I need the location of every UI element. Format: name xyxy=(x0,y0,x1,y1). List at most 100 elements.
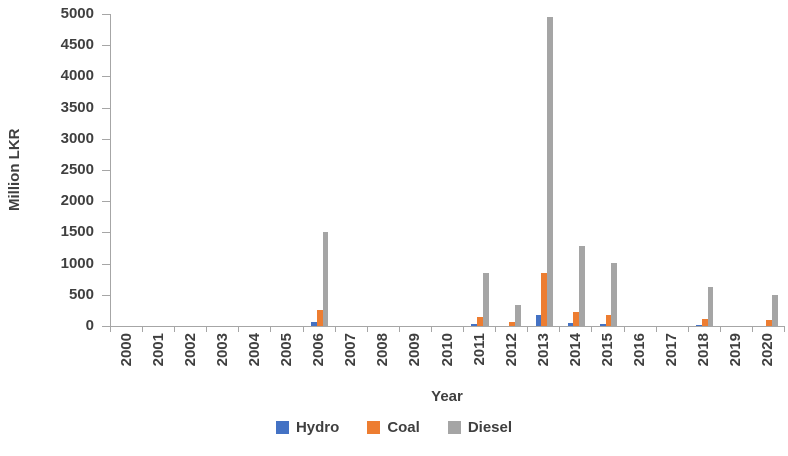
x-axis-tick xyxy=(784,327,785,332)
x-axis-category-label: 2015 xyxy=(598,333,616,367)
x-axis-category-label: 2005 xyxy=(278,333,296,367)
legend: Hydro Coal Diesel xyxy=(0,419,788,436)
x-axis-category-label: 2006 xyxy=(310,333,328,367)
y-axis-tick xyxy=(102,107,110,109)
y-axis-tick xyxy=(102,76,110,78)
bar-hydro-2014 xyxy=(567,322,574,326)
x-axis-category-label: 2017 xyxy=(663,333,681,367)
y-axis-tick-label: 4500 xyxy=(60,36,94,54)
x-axis-tick xyxy=(238,327,240,332)
y-axis-tick xyxy=(102,294,110,296)
x-axis-category-label: 2010 xyxy=(438,333,456,367)
x-axis-category-label: 2003 xyxy=(213,333,231,367)
x-axis-tick xyxy=(559,327,561,332)
x-axis-tick xyxy=(430,327,432,332)
x-axis-category-label: 2016 xyxy=(631,333,649,367)
x-axis-category-label: 2020 xyxy=(759,333,777,367)
y-axis-tick-label: 3500 xyxy=(60,98,94,116)
bar-coal-2018 xyxy=(701,318,708,326)
y-axis-tick xyxy=(102,138,110,140)
x-axis-tick xyxy=(751,327,753,332)
y-axis-tick xyxy=(102,45,110,47)
bar-coal-2012 xyxy=(509,322,516,326)
x-axis-category-label: 2007 xyxy=(342,333,360,367)
x-axis-category-label: 2008 xyxy=(374,333,392,367)
x-axis-tick xyxy=(463,327,465,332)
y-axis-tick xyxy=(102,326,110,327)
y-axis-tick xyxy=(102,170,110,171)
x-axis-category-label: 2002 xyxy=(181,333,199,367)
bar-coal-2011 xyxy=(477,317,483,326)
y-axis-tick-label: 2500 xyxy=(60,161,94,178)
y-axis-tick xyxy=(102,232,110,234)
bar-coal-2014 xyxy=(573,311,580,326)
x-axis-tick xyxy=(527,327,529,332)
x-axis-tick xyxy=(302,327,304,332)
x-axis-tick xyxy=(655,327,657,332)
bar-diesel-2015 xyxy=(611,262,618,326)
y-axis-tick-label: 500 xyxy=(68,285,94,303)
x-axis-category-label: 2013 xyxy=(534,333,552,367)
bar-diesel-2018 xyxy=(707,287,714,326)
x-axis-tick xyxy=(270,327,272,332)
x-axis-tick xyxy=(398,327,400,332)
x-axis-tick xyxy=(366,327,368,332)
y-axis-tick-label: 1500 xyxy=(60,223,94,241)
legend-item-hydro: Hydro xyxy=(275,419,340,436)
x-axis-tick xyxy=(206,327,208,332)
legend-swatch-coal xyxy=(367,421,381,434)
x-axis-tick xyxy=(495,327,497,332)
bar-coal-2013 xyxy=(541,272,548,326)
plot-area xyxy=(110,14,785,327)
x-axis-tick xyxy=(334,327,336,332)
legend-label-diesel: Diesel xyxy=(467,419,513,436)
bar-hydro-2013 xyxy=(535,314,542,326)
y-axis-tick-label: 4000 xyxy=(60,67,94,85)
y-axis-tick xyxy=(102,14,110,15)
x-axis-category-label: 2011 xyxy=(470,333,488,366)
bar-coal-2020 xyxy=(766,320,772,326)
bar-diesel-2013 xyxy=(547,17,553,326)
bar-diesel-2012 xyxy=(515,305,521,326)
legend-swatch-diesel xyxy=(447,421,461,434)
y-axis-tick-label: 2000 xyxy=(60,192,94,210)
y-axis-tick-label: 1000 xyxy=(60,254,94,272)
x-axis-category-label: 2000 xyxy=(117,333,135,367)
x-axis-tick xyxy=(110,327,111,332)
x-axis-tick xyxy=(687,327,689,332)
legend-label-coal: Coal xyxy=(387,419,420,436)
bar-diesel-2020 xyxy=(771,294,778,326)
x-axis-tick xyxy=(142,327,144,332)
x-axis-title: Year xyxy=(431,388,463,405)
y-axis-tick-label: 0 xyxy=(85,317,94,334)
bar-diesel-2011 xyxy=(482,272,489,326)
y-axis-tick xyxy=(102,263,110,265)
x-axis-category-label: 2009 xyxy=(406,333,424,367)
x-axis-category-label: 2012 xyxy=(502,333,520,367)
legend-label-hydro: Hydro xyxy=(295,419,340,436)
legend-item-coal: Coal xyxy=(367,419,420,436)
x-axis-category-label: 2001 xyxy=(149,333,167,367)
x-axis-tick xyxy=(623,327,625,332)
x-axis-tick xyxy=(174,327,176,332)
y-axis-tick-label: 5000 xyxy=(60,5,94,22)
bar-hydro-2011 xyxy=(471,324,478,326)
x-axis-category-label: 2018 xyxy=(695,333,713,367)
bar-coal-2006 xyxy=(316,309,323,326)
x-axis-category-label: 2019 xyxy=(727,333,745,367)
x-axis-category-label: 2004 xyxy=(245,333,263,367)
x-axis-tick xyxy=(719,327,721,332)
legend-item-diesel: Diesel xyxy=(447,419,513,436)
legend-swatch-hydro xyxy=(275,421,289,434)
bar-diesel-2014 xyxy=(579,245,586,326)
bar-coal-2015 xyxy=(605,315,612,326)
bar-hydro-2018 xyxy=(696,324,702,326)
y-axis-tick xyxy=(102,201,110,203)
y-axis-tick-label: 3000 xyxy=(60,129,94,147)
x-axis-category-label: 2014 xyxy=(566,333,584,367)
bar-hydro-2015 xyxy=(599,323,606,326)
bar-hydro-2006 xyxy=(310,322,317,326)
bar-diesel-2006 xyxy=(322,232,329,326)
x-axis-tick xyxy=(591,327,593,332)
